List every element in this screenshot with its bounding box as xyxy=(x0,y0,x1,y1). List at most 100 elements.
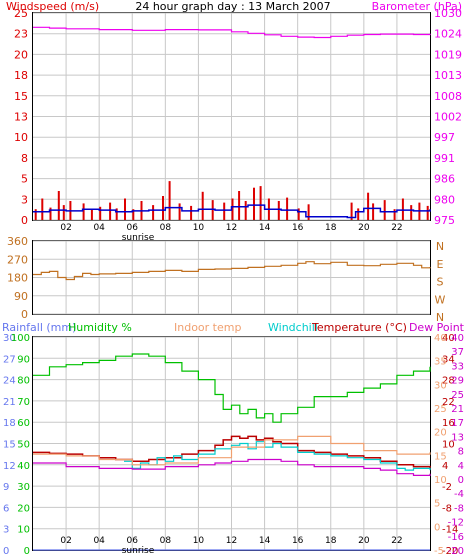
windspeed-bar xyxy=(99,206,102,220)
x-tick-label-top: 12 xyxy=(226,223,237,233)
temperature-label: Temperature (°C) xyxy=(311,321,407,334)
temperature-line xyxy=(33,435,431,469)
indoor-tick: 40 xyxy=(434,333,447,344)
windspeed-tick: 15 xyxy=(14,90,28,103)
windspeed-bar xyxy=(244,201,247,220)
temperature-tick: -8 xyxy=(442,503,452,514)
dewpoint-tick: 29 xyxy=(451,376,464,387)
humidity-tick: 20 xyxy=(17,503,30,514)
windspeed-bar xyxy=(162,196,164,220)
windspeed-bar xyxy=(297,208,300,220)
x-tick-label-bottom: 10 xyxy=(193,536,205,546)
dewpoint-tick: 4 xyxy=(458,461,464,472)
windspeed-bar xyxy=(426,205,429,220)
windspeed-bar xyxy=(253,187,255,220)
wind-direction-line xyxy=(33,261,431,281)
dewpoint-tick: 33 xyxy=(451,361,464,372)
temperature-tick: 28 xyxy=(442,376,455,387)
x-tick-label-bottom: 18 xyxy=(325,536,337,546)
humidity-tick: 100 xyxy=(11,333,30,344)
dewpoint-tick: -4 xyxy=(454,489,464,500)
windspeed-bar xyxy=(410,205,413,220)
dewpoint-tick: 25 xyxy=(451,390,464,401)
windspeed-bar xyxy=(277,201,280,220)
dewpoint-tick: 37 xyxy=(451,347,464,358)
sunrise-label-bottom: sunrise xyxy=(122,546,155,556)
humidity-tick: 40 xyxy=(17,461,30,472)
rainfall-tick: 15 xyxy=(3,440,16,451)
dewpoint-tick: -16 xyxy=(448,532,464,543)
barometer-tick: 1019 xyxy=(434,48,462,61)
windspeed-bar xyxy=(286,197,289,220)
x-tick-label-top: 08 xyxy=(160,223,172,233)
x-tick-label-top: 06 xyxy=(127,223,139,233)
windspeed-bar xyxy=(49,207,52,220)
indoor-tick: 35 xyxy=(434,357,447,368)
x-tick-label-bottom: 02 xyxy=(60,536,71,546)
chart-title: 24 hour graph day : 13 March 2007 xyxy=(135,0,330,13)
indoor-tick: 10 xyxy=(434,475,447,486)
humidity-line xyxy=(33,353,431,423)
temperature-tick: 10 xyxy=(442,440,455,451)
windspeed-bar xyxy=(231,198,234,220)
rainfall-tick: 3 xyxy=(3,525,9,536)
dewpoint-tick: -8 xyxy=(454,503,464,514)
indoor-tick: 0 xyxy=(434,522,440,533)
sunrise-label-top: sunrise xyxy=(122,233,155,243)
data-marks xyxy=(33,26,431,551)
temperature-tick: -14 xyxy=(442,525,458,536)
x-tick-label-bottom: 12 xyxy=(226,536,237,546)
temperature-tick: 16 xyxy=(442,418,455,429)
windspeed-bar xyxy=(115,208,118,220)
grid-lines xyxy=(33,12,430,551)
barometer-tick: 1002 xyxy=(434,111,462,124)
dewpoint-label: Dew Point xyxy=(409,321,465,334)
dewpoint-tick: 0 xyxy=(458,475,464,486)
rainfall-tick: 27 xyxy=(3,354,16,365)
x-tick-label-bottom: 22 xyxy=(391,536,402,546)
temperature-tick: 34 xyxy=(442,354,455,365)
windspeed-tick: 10 xyxy=(14,131,28,144)
windspeed-bar xyxy=(152,205,155,220)
compass-tick: S xyxy=(437,276,444,289)
barometer-tick: 986 xyxy=(434,173,455,186)
windspeed-tick: 25 xyxy=(14,7,28,20)
x-tick-label-top: 20 xyxy=(358,223,370,233)
windspeed-bar xyxy=(383,200,386,220)
windspeed-tick: 18 xyxy=(14,69,28,82)
x-tick-label-bottom: 06 xyxy=(127,536,139,546)
humidity-tick: 90 xyxy=(17,354,30,365)
x-tick-label-bottom: 08 xyxy=(160,536,172,546)
dewpoint-tick: 40 xyxy=(451,333,464,344)
windspeed-bar xyxy=(201,191,204,220)
barometer-line xyxy=(33,26,431,39)
windspeed-bar xyxy=(34,209,37,220)
windspeed-tick: 13 xyxy=(14,111,28,124)
direction-tick: 360 xyxy=(7,235,28,248)
rainfall-tick: 6 xyxy=(3,503,9,514)
windspeed-bar xyxy=(190,205,193,220)
barometer-tick: 1024 xyxy=(434,28,462,41)
windspeed-bar xyxy=(393,209,396,220)
windspeed-bar xyxy=(238,191,241,220)
compass-tick: N xyxy=(436,240,444,253)
barometer-tick: 991 xyxy=(434,152,455,165)
windspeed-bar xyxy=(109,202,112,220)
windspeed-bar xyxy=(57,191,60,220)
indoor-tick: 30 xyxy=(434,380,447,391)
dewpoint-tick: 21 xyxy=(451,404,464,415)
windspeed-bar xyxy=(259,186,262,220)
x-tick-label-bottom: 14 xyxy=(259,536,271,546)
windspeed-bar xyxy=(357,208,360,220)
direction-tick: 90 xyxy=(14,290,28,303)
humidity-tick: 30 xyxy=(17,482,30,493)
compass-tick: N xyxy=(436,311,444,324)
x-tick-label-top: 16 xyxy=(292,223,304,233)
barometer-tick: 975 xyxy=(434,214,455,227)
barometer-tick: 1013 xyxy=(434,69,462,82)
temperature-tick: 40 xyxy=(442,333,455,344)
x-tick-label-top: 10 xyxy=(193,223,205,233)
temperature-tick: -2 xyxy=(442,482,452,493)
